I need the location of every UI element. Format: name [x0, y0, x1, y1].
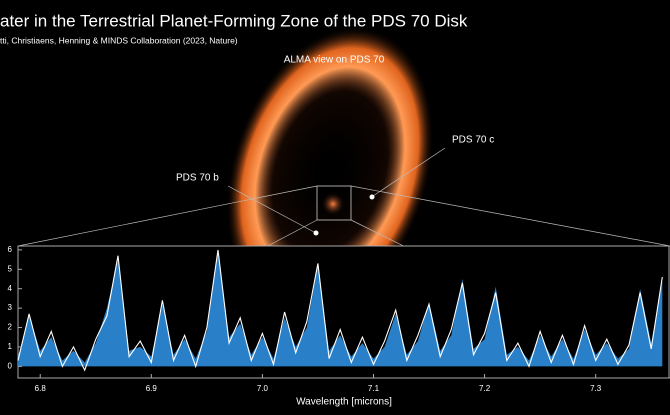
disk: [225, 26, 435, 318]
x-tick-label: 7.3: [590, 384, 602, 393]
annotation: PDS 70 c: [452, 135, 494, 146]
model-area: [18, 251, 663, 367]
title: ater in the Terrestrial Planet-Forming Z…: [0, 11, 468, 30]
subtitle: tti, Christiaens, Henning & MINDS Collab…: [0, 35, 238, 45]
annotation: PDS 70 b: [176, 173, 219, 184]
y-tick-label: 2: [8, 323, 13, 332]
x-tick-label: 7.0: [257, 384, 269, 393]
y-tick-label: 6: [8, 245, 13, 254]
x-tick-label: 6.9: [146, 384, 158, 393]
x-axis-label: Wavelength [microns]: [296, 397, 392, 408]
image-label: ALMA view on PDS 70: [284, 55, 385, 66]
planet-c: [369, 194, 375, 200]
x-tick-label: 7.1: [368, 384, 380, 393]
y-tick-label: 5: [8, 264, 13, 273]
zoom-box: [316, 185, 352, 221]
planet-b: [313, 230, 319, 236]
y-tick-label: 4: [8, 284, 13, 293]
y-tick-label: 3: [8, 303, 13, 312]
y-tick-label: 0: [8, 361, 13, 370]
x-tick-label: 7.2: [479, 384, 491, 393]
disk-core: [321, 192, 345, 216]
spectrum-line: [17, 249, 663, 372]
x-tick-label: 6.8: [35, 384, 47, 393]
y-tick-label: 1: [8, 342, 13, 351]
